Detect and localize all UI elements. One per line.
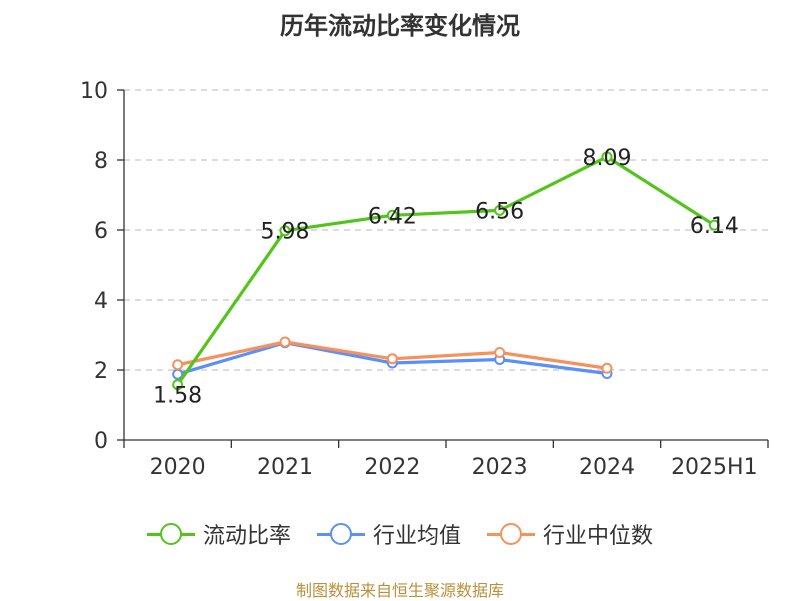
data-label: 6.42 [368,204,417,229]
y-tick-label: 10 [80,79,108,104]
data-point [601,362,613,374]
data-point [494,204,506,216]
data-point [601,151,613,163]
data-point [386,209,398,221]
data-label: 6.14 [690,214,739,239]
legend-marker-industry-mean [316,522,365,546]
data-point [708,219,720,231]
chart-legend: 流动比率 行业均值 行业中位数 [0,518,800,550]
data-label: 1.58 [153,384,202,409]
legend-marker-current-ratio [146,522,195,546]
x-tick-label: 2021 [257,455,313,480]
x-tick-label: 2022 [364,455,420,480]
data-point [279,225,291,237]
data-point [494,347,506,358]
legend-item-current-ratio[interactable]: 流动比率 [146,518,291,550]
legend-marker-industry-median [487,522,535,546]
y-tick-label: 0 [94,429,108,454]
data-point [386,353,398,365]
legend-item-industry-median[interactable]: 行业中位数 [487,518,653,550]
series-line [176,155,716,386]
data-label: 6.56 [475,199,524,224]
x-tick-label: 2025H1 [671,455,758,480]
source-note: 制图数据来自恒生聚源数据库 [295,581,504,600]
y-tick-label: 4 [94,289,108,314]
legend-label: 行业均值 [372,524,461,549]
legend-label: 行业中位数 [543,524,654,549]
legend-label: 流动比率 [202,524,291,549]
y-tick-label: 8 [94,149,108,174]
data-label: 5.98 [261,220,310,245]
chart-title: 历年流动比率变化情况 [280,12,520,40]
data-label: 8.09 [583,146,632,171]
data-point [172,359,184,371]
x-tick-label: 2020 [150,455,206,480]
legend-item-industry-mean[interactable]: 行业均值 [316,518,461,550]
data-point [279,336,291,348]
y-tick-label: 2 [94,359,108,384]
data-point [172,379,184,391]
data-point [172,368,184,380]
x-tick-label: 2024 [579,455,635,480]
y-tick-label: 6 [94,219,108,244]
x-tick-label: 2023 [472,455,528,480]
